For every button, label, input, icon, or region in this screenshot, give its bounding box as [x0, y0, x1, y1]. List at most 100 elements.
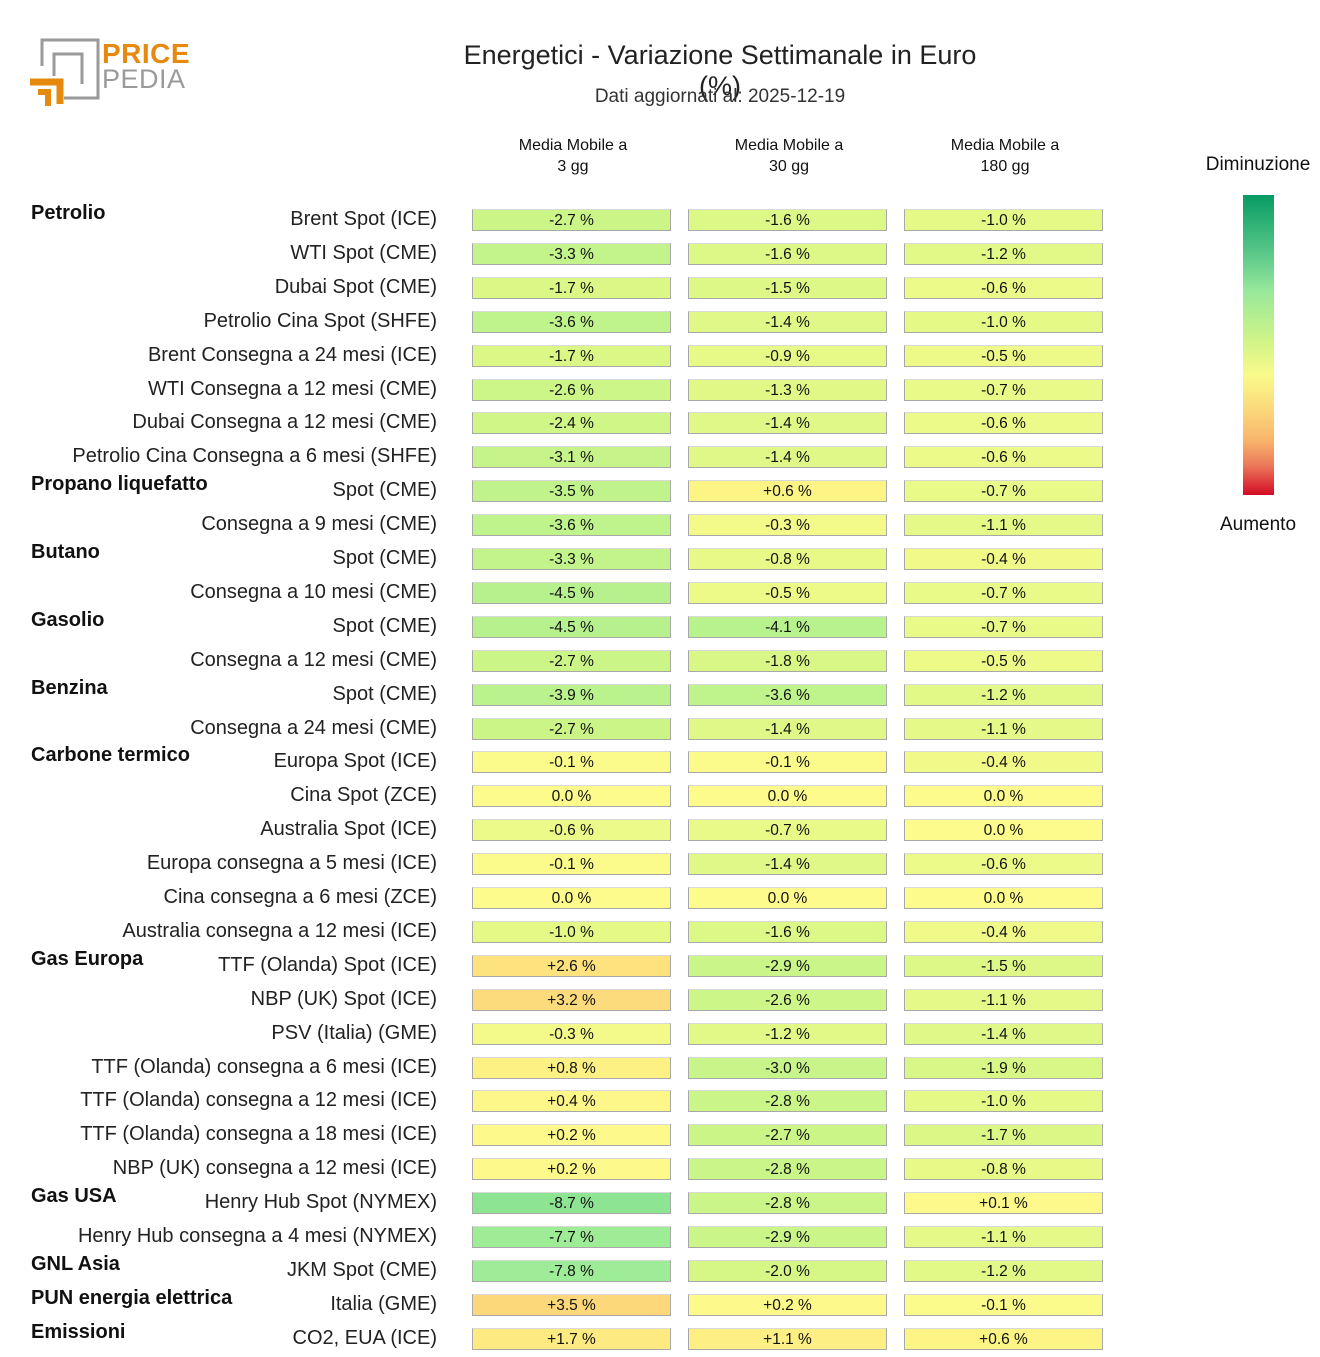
heatmap-cell: -0.6 % — [904, 853, 1103, 876]
heatmap-cell: -1.4 % — [688, 446, 887, 469]
row-label: Petrolio Cina Consegna a 6 mesi (SHFE) — [72, 445, 437, 468]
row-label: TTF (Olanda) consegna a 18 mesi (ICE) — [80, 1123, 437, 1146]
heatmap-cell: +0.2 % — [688, 1293, 887, 1316]
row-label: Europa Spot (ICE) — [273, 750, 437, 773]
row-label: TTF (Olanda) consegna a 12 mesi (ICE) — [80, 1089, 437, 1112]
heatmap-cell: 0.0 % — [904, 887, 1103, 909]
row-label: Petrolio Cina Spot (SHFE) — [203, 309, 437, 332]
heatmap-cell: -1.5 % — [904, 954, 1103, 977]
heatmap-cell: -3.3 % — [472, 242, 671, 265]
heatmap-cell: -0.4 % — [904, 920, 1103, 943]
heatmap-cell: +3.2 % — [472, 988, 671, 1011]
column-header-line1: Media Mobile a — [518, 137, 628, 154]
heatmap-cell: -1.1 % — [904, 1226, 1103, 1248]
heatmap-cell: -0.8 % — [688, 548, 887, 570]
heatmap-cell: -1.6 % — [688, 242, 887, 265]
heatmap-cell: -1.2 % — [904, 1259, 1103, 1282]
heatmap-cell: -1.4 % — [904, 1022, 1103, 1045]
heatmap-cell: -1.6 % — [688, 209, 887, 231]
heatmap-cell: 0.0 % — [904, 819, 1103, 842]
heatmap-cell: -1.7 % — [904, 1124, 1103, 1147]
heatmap-cell: -1.3 % — [688, 378, 887, 401]
heatmap-cell: -8.7 % — [472, 1192, 671, 1215]
row-label: CO2, EUA (ICE) — [292, 1326, 437, 1349]
heatmap-cell: -1.8 % — [688, 649, 887, 672]
heatmap-cell: -3.9 % — [472, 683, 671, 706]
heatmap-cell: -1.4 % — [688, 412, 887, 435]
heatmap-cell: -0.6 % — [472, 819, 671, 842]
heatmap-cell: -0.7 % — [688, 819, 887, 842]
heatmap-cell: +0.4 % — [472, 1090, 671, 1113]
row-label: TTF (Olanda) Spot (ICE) — [218, 953, 437, 976]
group-label: Petrolio — [31, 202, 106, 224]
heatmap-cell: -1.4 % — [688, 853, 887, 876]
heatmap-cell: -3.0 % — [688, 1056, 887, 1079]
heatmap-cell: -0.4 % — [904, 751, 1103, 774]
heatmap-cell: -0.1 % — [472, 853, 671, 876]
row-label: Spot (CME) — [332, 479, 437, 502]
heatmap-cell: -0.7 % — [904, 615, 1103, 638]
heatmap-cell: -2.7 % — [472, 209, 671, 231]
heatmap-cell: -0.3 % — [472, 1022, 671, 1045]
row-label: Consegna a 24 mesi (CME) — [190, 716, 437, 739]
heatmap-cell: -4.1 % — [688, 615, 887, 638]
heatmap-cell: -2.8 % — [688, 1192, 887, 1215]
row-label: NBP (UK) Spot (ICE) — [250, 987, 437, 1010]
logo-mark-icon — [30, 38, 100, 106]
row-label: Spot (CME) — [332, 682, 437, 705]
row-label: Consegna a 9 mesi (CME) — [201, 513, 437, 536]
heatmap-cell: -0.7 % — [904, 378, 1103, 401]
heatmap-cell: -0.5 % — [688, 581, 887, 604]
row-label: TTF (Olanda) consegna a 6 mesi (ICE) — [91, 1055, 437, 1078]
heatmap-cell: -2.8 % — [688, 1158, 887, 1181]
heatmap-cell: -2.7 % — [688, 1124, 887, 1147]
column-header-line1: Media Mobile a — [950, 137, 1060, 154]
heatmap-cell: +0.6 % — [688, 480, 887, 503]
heatmap-cell: -1.1 % — [904, 514, 1103, 537]
heatmap-cell: -1.7 % — [472, 344, 671, 367]
heatmap-cell: -0.5 % — [904, 344, 1103, 367]
heatmap-cell: 0.0 % — [688, 785, 887, 808]
group-label: GNL Asia — [31, 1252, 120, 1275]
column-header-30gg: Media Mobile a 30 gg — [688, 135, 890, 177]
heatmap-cell: -3.5 % — [472, 480, 671, 503]
heatmap-cell: -4.5 % — [472, 581, 671, 604]
column-header-180gg: Media Mobile a 180 gg — [904, 135, 1106, 177]
row-label: NBP (UK) consegna a 12 mesi (ICE) — [112, 1157, 437, 1180]
heatmap-cell: +0.6 % — [904, 1327, 1103, 1350]
heatmap-cell: -2.9 % — [688, 1226, 887, 1248]
heatmap-cell: -1.0 % — [904, 1090, 1103, 1113]
row-label: Europa consegna a 5 mesi (ICE) — [146, 852, 437, 875]
heatmap-cell: -1.6 % — [688, 920, 887, 943]
heatmap-cell: -1.7 % — [472, 276, 671, 299]
row-label: Henry Hub consegna a 4 mesi (NYMEX) — [77, 1225, 437, 1247]
column-header-line1: Media Mobile a — [734, 137, 844, 154]
heatmap-cell: -1.2 % — [688, 1022, 887, 1045]
heatmap-cell: -0.4 % — [904, 548, 1103, 570]
heatmap-cell: -2.7 % — [472, 717, 671, 740]
row-label: Cina Spot (ZCE) — [290, 784, 437, 807]
group-label: Butano — [31, 541, 100, 563]
heatmap-cell: 0.0 % — [688, 887, 887, 909]
heatmap-cell: 0.0 % — [472, 785, 671, 808]
row-label: Australia Spot (ICE) — [260, 818, 437, 841]
heatmap-cell: -1.5 % — [688, 276, 887, 299]
heatmap-cell: -4.5 % — [472, 615, 671, 638]
heatmap-cell: +1.7 % — [472, 1327, 671, 1350]
heatmap-cell: -2.4 % — [472, 412, 671, 435]
column-header-line2: 180 gg — [980, 158, 1030, 175]
group-label: Emissioni — [31, 1320, 126, 1343]
column-header-3gg: Media Mobile a 3 gg — [472, 135, 674, 177]
heatmap-cell: +0.8 % — [472, 1056, 671, 1079]
row-label: Australia consegna a 12 mesi (ICE) — [122, 919, 437, 942]
heatmap-cell: -3.3 % — [472, 548, 671, 570]
row-label: Spot (CME) — [332, 614, 437, 637]
heatmap-cell: -1.4 % — [688, 310, 887, 333]
row-label: Cina consegna a 6 mesi (ZCE) — [163, 886, 437, 908]
heatmap-cell: -3.6 % — [472, 310, 671, 333]
legend-label-increase: Aumento — [1219, 514, 1297, 535]
group-label: Benzina — [31, 676, 108, 699]
row-label: Spot (CME) — [332, 547, 437, 569]
row-label: Consegna a 12 mesi (CME) — [190, 648, 437, 671]
row-label: JKM Spot (CME) — [286, 1258, 437, 1281]
